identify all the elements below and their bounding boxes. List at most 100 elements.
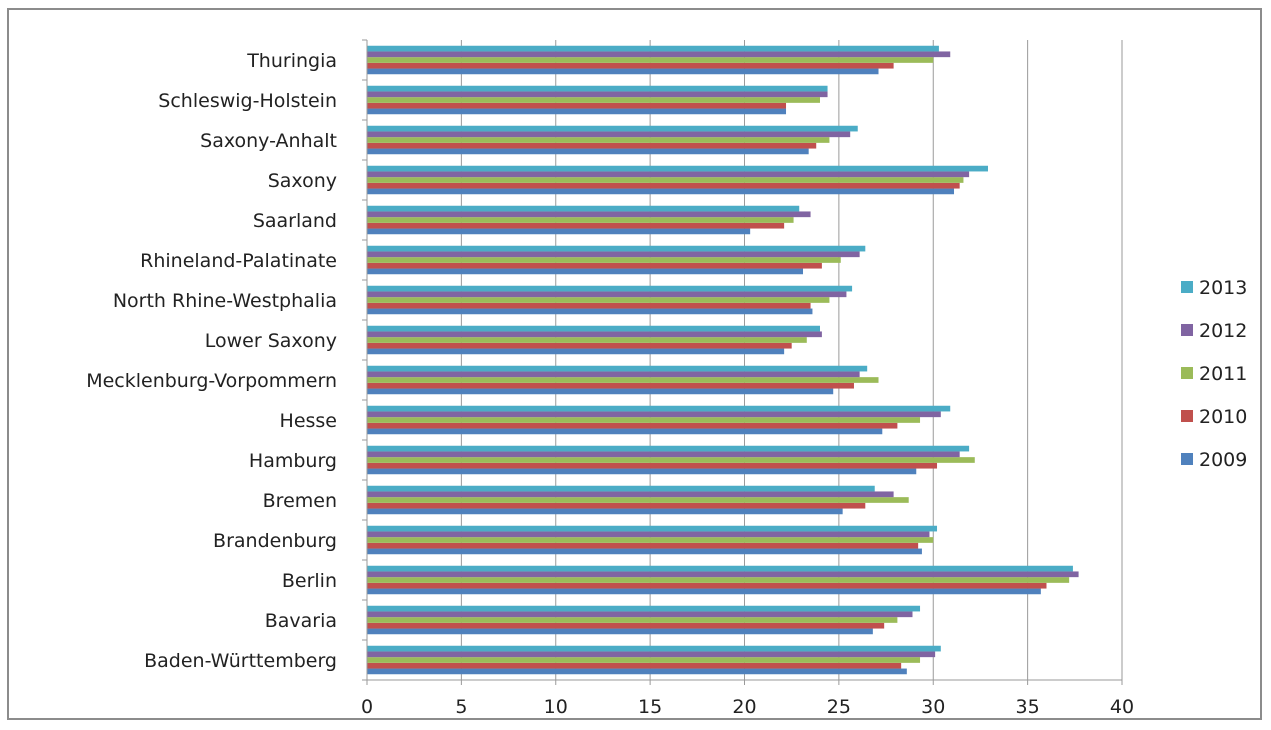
axes xyxy=(362,39,1123,685)
bar-2013 xyxy=(367,605,921,612)
bar-2010 xyxy=(367,222,785,229)
x-tick-label: 35 xyxy=(1016,696,1040,718)
category-label: Mecklenburg-Vorpommern xyxy=(86,370,337,392)
bar-2013 xyxy=(367,85,828,92)
category-label: Rhineland-Palatinate xyxy=(140,250,337,272)
category-label: Hesse xyxy=(280,410,337,432)
bar-2011 xyxy=(367,57,934,63)
bar-2010 xyxy=(367,102,787,109)
bar-2011 xyxy=(367,137,830,143)
bar-2010 xyxy=(367,182,960,189)
bar-2010 xyxy=(367,502,866,509)
legend-label: 2009 xyxy=(1199,449,1247,471)
bar-2011 xyxy=(367,577,1070,583)
bar-2010 xyxy=(367,622,885,629)
category-labels: Baden-Württemberg Bavaria Berlin Brandenbur… xyxy=(86,50,337,672)
bar-2012 xyxy=(367,411,941,418)
category-label: Berlin xyxy=(282,570,337,592)
bar-2009 xyxy=(367,548,922,555)
bar-2011 xyxy=(367,177,964,183)
bar-2009 xyxy=(367,348,785,355)
category-label: Hamburg xyxy=(249,450,337,472)
bar-2010 xyxy=(367,382,854,389)
x-tick-label: 15 xyxy=(638,696,662,718)
legend-swatch-2012 xyxy=(1181,324,1193,336)
bar-2009 xyxy=(367,148,809,155)
bar-2012 xyxy=(367,531,930,538)
x-tick-labels: 0 5 10 15 20 25 30 35 40 xyxy=(361,696,1134,718)
legend-label: 2012 xyxy=(1199,320,1247,342)
category-label: Thuringia xyxy=(246,50,337,72)
bar-2012 xyxy=(367,131,851,138)
bar-2012 xyxy=(367,611,913,618)
bar-2009 xyxy=(367,228,751,235)
bar-2009 xyxy=(367,268,804,275)
bar-2010 xyxy=(367,462,938,469)
bar-2011 xyxy=(367,657,921,663)
bar-2010 xyxy=(367,62,894,69)
bar-2011 xyxy=(367,257,841,263)
bar-2011 xyxy=(367,377,879,383)
bar-2009 xyxy=(367,68,879,75)
bar-2009 xyxy=(367,188,955,195)
legend-label: 2011 xyxy=(1199,363,1247,385)
bar-2010 xyxy=(367,542,919,549)
bar-2010 xyxy=(367,142,817,149)
category-label: North Rhine-Westphalia xyxy=(113,290,337,312)
bar-2012 xyxy=(367,251,860,258)
bar-2009 xyxy=(367,508,843,515)
bar-2011 xyxy=(367,337,807,343)
bar-2011 xyxy=(367,97,820,103)
x-tick-label: 25 xyxy=(827,696,851,718)
bar-2012 xyxy=(367,331,822,338)
x-tick-label: 20 xyxy=(732,696,756,718)
legend-swatch-2013 xyxy=(1181,281,1193,293)
bar-2009 xyxy=(367,468,917,475)
bar-2009 xyxy=(367,428,883,435)
bar-2012 xyxy=(367,451,960,458)
category-label: Brandenburg xyxy=(213,530,337,552)
bar-2013 xyxy=(367,645,941,652)
bar-2010 xyxy=(367,262,822,269)
bar-2010 xyxy=(367,342,792,349)
bar-2009 xyxy=(367,668,907,675)
category-label: Bremen xyxy=(263,490,337,512)
bar-2012 xyxy=(367,291,847,298)
bar-2010 xyxy=(367,422,898,429)
bar-2011 xyxy=(367,297,830,303)
x-tick-label: 10 xyxy=(544,696,568,718)
legend-swatch-2011 xyxy=(1181,367,1193,379)
category-label: Saarland xyxy=(253,210,337,232)
bar-2013 xyxy=(367,245,866,252)
bar-2012 xyxy=(367,571,1079,578)
bar-2011 xyxy=(367,217,794,223)
bar-2013 xyxy=(367,165,988,172)
bar-2011 xyxy=(367,537,934,543)
bar-2010 xyxy=(367,302,811,309)
bar-2009 xyxy=(367,388,834,395)
legend: 2013 2012 2011 2010 2009 xyxy=(1181,277,1247,471)
bar-2011 xyxy=(367,617,898,623)
bar-2012 xyxy=(367,211,811,218)
category-label: Schleswig-Holstein xyxy=(158,90,337,112)
x-tick-label: 0 xyxy=(361,696,373,718)
bar-2013 xyxy=(367,125,858,132)
bar-2009 xyxy=(367,308,813,315)
category-label: Bavaria xyxy=(265,610,337,632)
category-label: Saxony xyxy=(268,170,337,192)
bar-2010 xyxy=(367,582,1047,589)
bar-2009 xyxy=(367,588,1041,595)
bar-2012 xyxy=(367,51,951,58)
x-tick-label: 5 xyxy=(455,696,467,718)
bar-2012 xyxy=(367,651,936,658)
bar-2009 xyxy=(367,108,787,115)
bar-2013 xyxy=(367,45,939,52)
bars xyxy=(367,45,1079,675)
bar-2013 xyxy=(367,325,820,332)
bar-2013 xyxy=(367,565,1073,572)
bar-2012 xyxy=(367,91,828,98)
bar-2013 xyxy=(367,205,800,212)
bar-2012 xyxy=(367,371,860,378)
bar-2012 xyxy=(367,491,894,498)
